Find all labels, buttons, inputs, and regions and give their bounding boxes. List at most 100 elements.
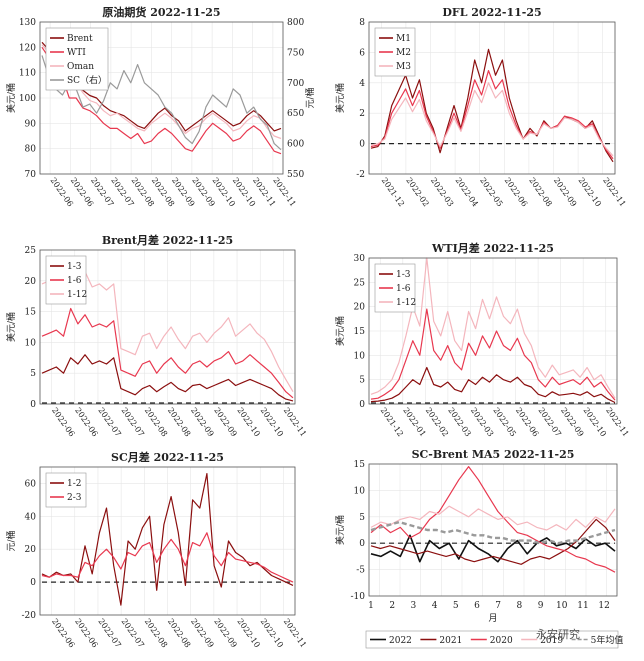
y-axis-label: 美元/桶	[334, 316, 346, 346]
y-tick-label: 0	[359, 400, 365, 410]
y-axis-label: 美元/桶	[5, 83, 17, 113]
watermark-text: 永安研究	[536, 628, 580, 641]
y-right-tick-label: 650	[287, 109, 304, 119]
series-line	[41, 354, 294, 402]
y-tick-label: 110	[19, 69, 36, 79]
series-line	[370, 69, 614, 160]
x-tick-label: 2022-04	[453, 176, 479, 208]
x-tick-label: 2022-11	[282, 406, 308, 438]
x-tick-label: 2022-08	[527, 176, 553, 208]
series-line	[370, 308, 616, 401]
x-tick-label: 2022-11	[604, 406, 630, 438]
y-tick-label: 15	[354, 327, 366, 337]
x-tick-label: 2	[389, 601, 395, 611]
y-tick-label: -20	[22, 611, 37, 621]
x-tick-label: 2022-06	[503, 176, 529, 208]
legend-label: 1-2	[67, 479, 82, 489]
x-tick-label: 8	[517, 601, 523, 611]
x-tick-label: 2022-06	[73, 406, 99, 438]
y-tick-label: 90	[25, 119, 37, 129]
y-tick-label: 60	[25, 479, 37, 489]
chart-panel-3: Brent月差 2022-11-2505101520252022-062022-…	[5, 233, 308, 438]
y-tick-label: 5	[30, 369, 36, 379]
legend-label: Oman	[67, 62, 94, 72]
legend-label: WTI	[67, 48, 86, 58]
y-tick-label: 10	[25, 338, 37, 348]
series-line	[370, 518, 616, 565]
y-tick-label: 20	[25, 545, 37, 555]
x-tick-label: 2022-10	[259, 617, 285, 649]
x-tick-label: 1	[368, 601, 374, 611]
y-tick-label: 4	[359, 79, 365, 89]
series-line	[370, 520, 616, 545]
series-line	[370, 82, 614, 157]
x-tick-label: 2022-06	[50, 406, 76, 438]
legend-label: 2020	[490, 636, 513, 646]
chart-title: WTI月差 2022-11-25	[431, 241, 554, 255]
legend-label: 2022	[389, 636, 412, 646]
series-line	[41, 55, 282, 151]
legend-label: Brent	[67, 34, 93, 44]
plot-frame	[368, 257, 618, 405]
x-tick-label: 2022-10	[576, 176, 602, 208]
legend-label: 1-3	[396, 270, 411, 280]
x-tick-label: 2022-09	[552, 176, 578, 208]
x-tick-label: 2022-09	[189, 617, 215, 649]
plot-frame	[39, 466, 296, 616]
legend-label: 1-6	[67, 276, 82, 286]
x-tick-label: 2022-06	[50, 617, 76, 649]
y-tick-label: 120	[19, 43, 36, 53]
legend-label: 1-6	[396, 284, 411, 294]
chart-panel-2: DFL 2022-11-25-2024682021-122022-022022-…	[334, 6, 628, 208]
x-tick-label: 11	[577, 601, 588, 611]
chart-title: SC月差 2022-11-25	[111, 450, 224, 464]
y-tick-label: 25	[25, 246, 37, 256]
legend-label: M3	[396, 62, 411, 72]
y-tick-label: 70	[25, 170, 37, 180]
legend-label: 5年均值	[591, 634, 624, 646]
legend-box	[365, 630, 619, 649]
y-tick-label: 130	[19, 18, 36, 28]
series-line	[41, 532, 294, 583]
plot-frame	[368, 463, 618, 597]
y-tick-label: 0	[359, 539, 365, 549]
legend-label: M1	[396, 34, 411, 44]
plot-frame	[39, 21, 284, 175]
y-tick-label: 8	[359, 18, 365, 28]
x-tick-label: 2022-05	[478, 176, 504, 208]
y-axis-label: 美元/桶	[334, 83, 346, 113]
series-line	[370, 534, 616, 563]
y-right-tick-label: 750	[287, 48, 304, 58]
y-right-tick-label: 600	[287, 140, 304, 150]
y-tick-label: 5	[359, 376, 365, 386]
y-right-tick-label: 550	[287, 170, 304, 180]
y-tick-label: 40	[25, 512, 37, 522]
y-tick-label: 25	[354, 278, 366, 288]
series-line	[41, 473, 294, 606]
y-axis-label-right: 元/桶	[304, 87, 316, 108]
x-axis-label: 月	[488, 613, 497, 624]
x-tick-label: 7	[495, 601, 501, 611]
y-tick-label: -2	[356, 170, 365, 180]
legend-label: 1-12	[67, 290, 87, 300]
x-tick-label: 2022-02	[404, 176, 430, 208]
y-tick-label: 20	[354, 303, 366, 313]
series-line	[41, 46, 282, 155]
legend-label: 2019	[540, 636, 563, 646]
x-tick-label: 5	[453, 601, 459, 611]
series-line	[41, 44, 282, 140]
chart-title: Brent月差 2022-11-25	[102, 233, 233, 247]
y-tick-label: 30	[354, 254, 366, 264]
x-tick-label: 9	[538, 601, 544, 611]
y-tick-label: 15	[25, 308, 37, 318]
x-tick-label: 2022-10	[235, 406, 261, 438]
y-tick-label: 10	[354, 351, 366, 361]
x-tick-label: 10	[556, 601, 568, 611]
chart-panel-1: 原油期货 2022-11-25 70 80 90 100 110 120 130 550 600 6…	[5, 5, 316, 208]
x-tick-label: 12	[598, 601, 609, 611]
y-tick-label: 100	[19, 94, 36, 104]
x-tick-label: 2022-08	[143, 406, 169, 438]
series-line	[41, 307, 294, 399]
